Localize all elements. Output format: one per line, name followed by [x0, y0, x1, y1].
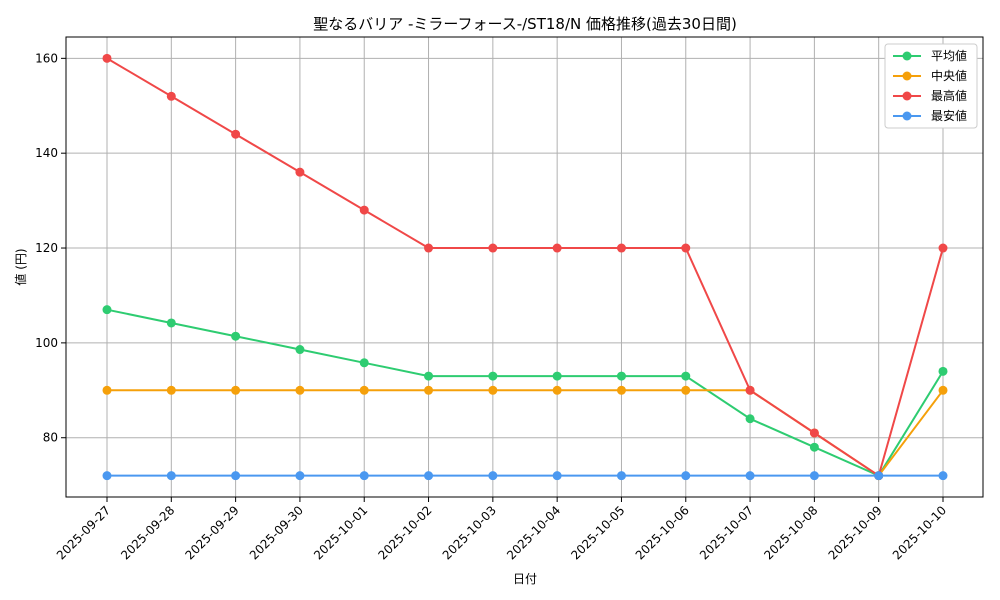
x-tick-label: 2025-10-06: [633, 503, 692, 562]
data-point: [552, 385, 562, 395]
data-point: [938, 471, 948, 481]
x-tick-label: 2025-10-10: [890, 503, 949, 562]
data-point: [166, 318, 176, 328]
legend-item: 最安値: [893, 108, 967, 123]
data-point: [295, 345, 305, 355]
grid: [66, 37, 983, 497]
y-tick-label: 120: [35, 241, 58, 255]
legend-item: 最高値: [893, 88, 967, 103]
data-point: [231, 129, 241, 139]
series-layer: [102, 53, 948, 481]
data-point: [616, 471, 626, 481]
series-line: [106, 308, 944, 477]
data-point: [938, 385, 948, 395]
x-tick-label: 2025-09-27: [54, 503, 113, 562]
data-point: [424, 471, 434, 481]
data-point: [809, 471, 819, 481]
legend-label: 最安値: [931, 108, 967, 123]
data-point: [359, 358, 369, 368]
data-point: [681, 471, 691, 481]
data-point: [616, 385, 626, 395]
y-axis-ticks: 80 100 120 140 160: [35, 51, 66, 445]
data-point: [488, 243, 498, 253]
data-point: [166, 91, 176, 101]
data-point: [166, 471, 176, 481]
data-point: [359, 205, 369, 215]
legend-marker: [902, 111, 912, 121]
legend-item: 平均値: [893, 48, 967, 63]
data-point: [231, 471, 241, 481]
x-tick-label: 2025-09-28: [118, 503, 177, 562]
x-axis-label: 日付: [513, 572, 537, 586]
data-point: [424, 371, 434, 381]
series-最高値: [102, 53, 948, 481]
data-point: [681, 243, 691, 253]
legend-label: 最高値: [931, 88, 967, 103]
data-point: [231, 331, 241, 341]
data-point: [295, 167, 305, 177]
data-point: [359, 385, 369, 395]
x-tick-label: 2025-10-01: [311, 503, 370, 562]
legend-box: [884, 43, 978, 129]
data-point: [488, 385, 498, 395]
legend-label: 平均値: [931, 48, 967, 63]
data-point: [938, 366, 948, 376]
data-point: [745, 414, 755, 424]
x-tick-label: 2025-10-07: [697, 503, 756, 562]
legend-marker: [902, 71, 912, 81]
data-point: [616, 371, 626, 381]
x-tick-label: 2025-10-09: [826, 503, 885, 562]
chart-title: 聖なるバリア -ミラーフォース-/ST18/N 価格推移(過去30日間): [313, 15, 737, 33]
data-point: [552, 471, 562, 481]
y-tick-label: 140: [35, 146, 58, 160]
data-point: [745, 471, 755, 481]
x-tick-label: 2025-09-29: [183, 503, 242, 562]
data-point: [616, 243, 626, 253]
data-point: [681, 385, 691, 395]
data-point: [552, 371, 562, 381]
data-point: [874, 471, 884, 481]
series-最安値: [102, 471, 948, 481]
series-平均値: [102, 305, 948, 481]
data-point: [681, 371, 691, 381]
legend-label: 中央値: [931, 68, 967, 83]
data-point: [424, 243, 434, 253]
legend-marker: [902, 91, 912, 101]
x-axis-ticks: 2025-09-27 2025-09-28 2025-09-29 2025-09-30…: [54, 497, 949, 562]
data-point: [488, 471, 498, 481]
data-point: [938, 243, 948, 253]
legend-marker: [902, 51, 912, 61]
y-tick-label: 160: [35, 51, 58, 65]
data-point: [231, 385, 241, 395]
x-tick-label: 2025-09-30: [247, 503, 306, 562]
data-point: [102, 53, 112, 63]
data-point: [488, 371, 498, 381]
x-tick-label: 2025-10-08: [761, 503, 820, 562]
series-line: [106, 57, 944, 478]
data-point: [359, 471, 369, 481]
x-tick-label: 2025-10-03: [440, 503, 499, 562]
data-point: [102, 385, 112, 395]
x-tick-label: 2025-10-05: [568, 503, 627, 562]
data-point: [809, 442, 819, 452]
y-tick-label: 100: [35, 336, 58, 350]
legend-item: 中央値: [893, 68, 967, 83]
data-point: [102, 305, 112, 315]
data-point: [166, 385, 176, 395]
x-tick-label: 2025-10-04: [504, 503, 563, 562]
data-point: [424, 385, 434, 395]
data-point: [295, 385, 305, 395]
series-中央値: [102, 385, 948, 481]
data-point: [809, 428, 819, 438]
y-tick-label: 80: [43, 431, 58, 445]
x-tick-label: 2025-10-02: [375, 503, 434, 562]
plot-frame: [65, 36, 984, 498]
data-point: [552, 243, 562, 253]
y-axis-label: 値 (円): [13, 248, 28, 285]
data-point: [102, 471, 112, 481]
data-point: [295, 471, 305, 481]
data-point: [745, 385, 755, 395]
